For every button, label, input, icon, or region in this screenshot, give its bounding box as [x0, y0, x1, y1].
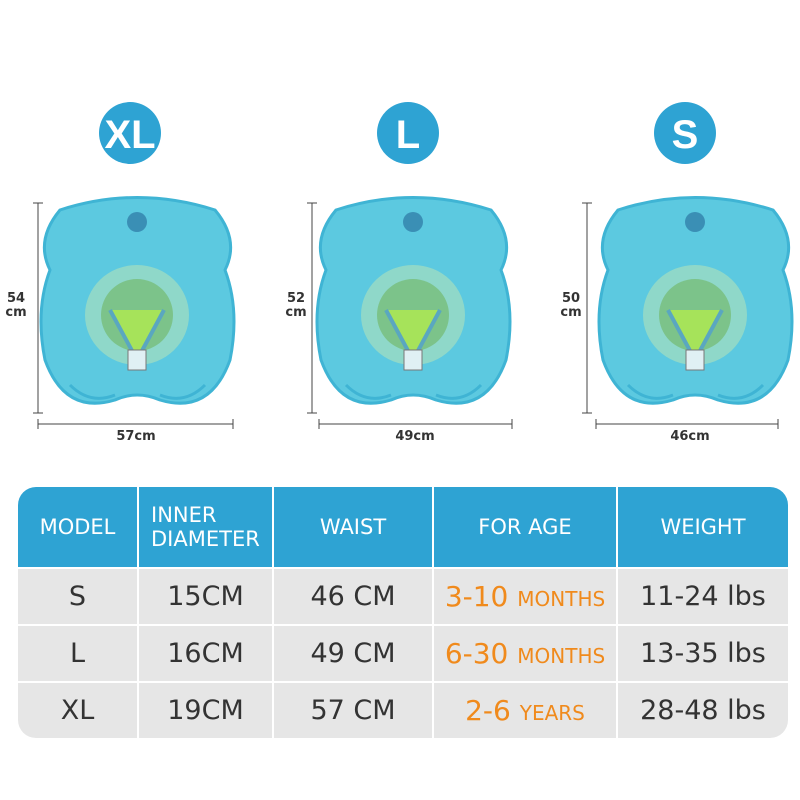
cell: 13-35 lbs	[616, 626, 788, 681]
size-illustrations: XL 54 cm 57cm L 52 cm 49cm S 50 cm 46cm	[5, 102, 794, 444]
header-cell: WEIGHT	[616, 487, 788, 567]
cell: 46 CM	[272, 569, 432, 624]
header-cell: FOR AGE	[432, 487, 616, 567]
size-label: S	[672, 113, 699, 157]
age-unit: MONTHS	[517, 644, 606, 668]
table-row: L 16CM 49 CM 6-30 MONTHS 13-35 lbs	[18, 626, 788, 681]
table-row: XL 19CM 57 CM 2-6 YEARS 28-48 lbs	[18, 683, 788, 738]
width-label: 57cm	[116, 429, 155, 444]
header-cell: INNER DIAMETER	[137, 487, 272, 567]
float-image	[597, 195, 794, 406]
cell: XL	[18, 683, 137, 738]
height-value: 52	[287, 291, 305, 306]
cell: 16CM	[137, 626, 272, 681]
age-number: 3-10	[444, 580, 509, 613]
size-badge	[377, 102, 439, 164]
cell: 11-24 lbs	[616, 569, 788, 624]
size-badge	[99, 102, 161, 164]
header-cell: WAIST	[272, 487, 432, 567]
cell: 19CM	[137, 683, 272, 738]
cell: 6-30 MONTHS	[432, 626, 616, 681]
cell: 57 CM	[272, 683, 432, 738]
table-row: S 15CM 46 CM 3-10 MONTHS 11-24 lbs	[18, 569, 788, 624]
dimension-lines	[307, 202, 513, 429]
cell: 15CM	[137, 569, 272, 624]
age-unit: MONTHS	[517, 587, 606, 611]
width-label: 49cm	[395, 429, 434, 444]
height-unit: cm	[560, 305, 581, 320]
height-value: 54	[7, 291, 25, 306]
cell: S	[18, 569, 137, 624]
height-unit: cm	[285, 305, 306, 320]
size-label: L	[396, 113, 420, 157]
dimension-lines	[33, 202, 234, 429]
header-cell: MODEL	[18, 487, 137, 567]
header-row: MODEL INNER DIAMETER WAIST FOR AGE WEIGH…	[18, 487, 788, 567]
width-label: 46cm	[670, 429, 709, 444]
size-label: XL	[104, 113, 155, 157]
age-number: 2-6	[465, 694, 511, 727]
float-image	[315, 195, 512, 406]
float-image	[39, 195, 236, 406]
age-unit: YEARS	[519, 701, 585, 725]
height-value: 50	[562, 291, 580, 306]
cell: 49 CM	[272, 626, 432, 681]
cell: 2-6 YEARS	[432, 683, 616, 738]
cell: L	[18, 626, 137, 681]
dimension-lines	[582, 202, 779, 429]
age-number: 6-30	[444, 637, 509, 670]
size-table: MODEL INNER DIAMETER WAIST FOR AGE WEIGH…	[18, 485, 788, 740]
cell: 3-10 MONTHS	[432, 569, 616, 624]
size-badge	[654, 102, 716, 164]
height-unit: cm	[5, 305, 26, 320]
cell: 28-48 lbs	[616, 683, 788, 738]
